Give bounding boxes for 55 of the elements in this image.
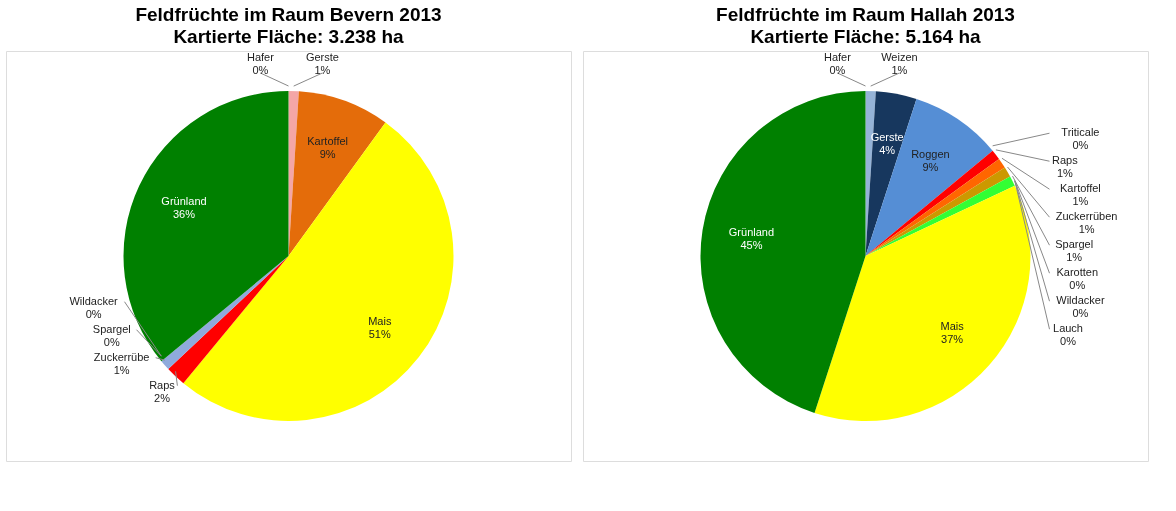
data-label: 1% [891, 64, 908, 76]
chart-subtitle: Kartierte Fläche: 5.164 ha [750, 26, 982, 47]
data-label: 1% [1072, 195, 1089, 208]
slice-label: Grünland [161, 194, 207, 207]
slice-label: Raps [149, 378, 176, 391]
pie-slice [700, 91, 866, 413]
chart-subtitle: Kartierte Fläche: 3.238 ha [173, 26, 405, 47]
slice-label: Kartoffel [1060, 182, 1101, 195]
pie-slice [288, 91, 386, 256]
data-label: 9% [922, 161, 939, 174]
slice-label: Kartoffel [307, 135, 349, 148]
text: 0% [1072, 139, 1089, 152]
chart-title: Feldfrüchte im Raum Bevern 2013 [135, 4, 442, 25]
data-label: 2% [154, 391, 171, 404]
text: 0% [1069, 279, 1086, 292]
chart-title: Feldfrüchte im Raum Hallah 2013 [716, 4, 1015, 25]
data-label: 51% [368, 327, 391, 340]
text: 0% [829, 64, 846, 76]
category-label: Karotten [1056, 266, 1099, 279]
slice-label: Mais [368, 314, 392, 327]
slice-label: Grünland [728, 225, 775, 238]
data-label: 45% [740, 238, 763, 251]
text: 0% [1072, 307, 1089, 320]
slice-label: Zuckerrübe [93, 350, 150, 363]
data-label: 36% [172, 207, 196, 220]
slice-label: Gerste [870, 130, 904, 143]
slice-label: Gerste [305, 51, 339, 63]
category-label: Spargel [92, 322, 131, 335]
pie-slice [161, 256, 289, 369]
text: 0% [1060, 335, 1076, 348]
slice-label: Weizen [881, 51, 918, 63]
category-label: Wildacker [1056, 294, 1105, 307]
data-label: 1% [113, 363, 130, 376]
slice-label: Raps [1052, 154, 1079, 167]
pie-slice [865, 99, 993, 256]
data-label: 9% [319, 148, 336, 161]
category-label: Hafer [823, 51, 851, 63]
data-label: 1% [1078, 223, 1095, 236]
data-label: 1% [1066, 251, 1083, 264]
text: 0% [252, 64, 269, 76]
text: 0% [103, 335, 120, 348]
data-label: 4% [879, 143, 896, 156]
category-label: Hafer [246, 51, 274, 63]
category-label: Lauch [1053, 322, 1083, 335]
category-label: Wildacker [69, 294, 118, 307]
pie-slice [814, 185, 1031, 421]
text: 0% [85, 307, 102, 320]
data-label: 1% [314, 64, 331, 76]
slice-label: Roggen [911, 148, 950, 161]
data-label: 37% [941, 333, 964, 346]
slice-label: Zuckerrüben [1055, 210, 1118, 223]
category-label: Triticale [1061, 126, 1100, 139]
data-label: 1% [1056, 167, 1074, 180]
slice-label: Mais [940, 320, 965, 333]
slice-label: Spargel [1055, 238, 1094, 251]
